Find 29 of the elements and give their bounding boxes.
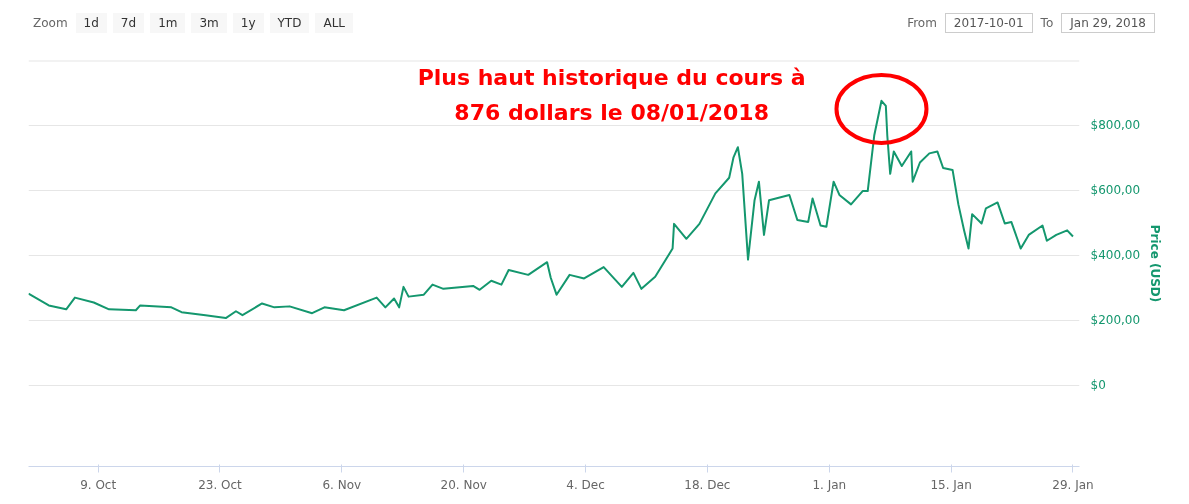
y-tick-label: $200,00 xyxy=(1090,313,1141,328)
line-series xyxy=(28,99,1074,320)
text: 1y xyxy=(232,13,264,33)
x-tick-label: 15. Jan xyxy=(930,477,972,492)
text: 1d xyxy=(75,13,107,33)
text: 7d xyxy=(112,13,145,33)
text: To xyxy=(1040,16,1054,30)
x-tick-label: 6. Nov xyxy=(322,477,362,492)
text: 1m xyxy=(150,13,186,33)
text: From xyxy=(907,16,937,30)
text: 3m xyxy=(191,13,227,33)
y-tick-label: $600,00 xyxy=(1090,183,1141,198)
text: Jan 29, 2018 xyxy=(1061,13,1155,33)
text: 2017-10-01 xyxy=(944,13,1033,33)
text: YTD xyxy=(269,13,310,33)
x-tick-label: 4. Dec xyxy=(566,477,605,492)
x-tick-label: 29. Jan xyxy=(1052,477,1094,492)
text: ALL xyxy=(315,13,354,33)
y-tick-label: $800,00 xyxy=(1090,118,1141,133)
x-tick-label: 9. Oct xyxy=(80,477,117,492)
y-axis-title: Price (USD) xyxy=(1148,224,1163,303)
x-tick-label: 23. Oct xyxy=(198,477,243,492)
y-tick-label: $0 xyxy=(1090,378,1106,393)
x-tick-label: 18. Dec xyxy=(684,477,731,492)
y-tick-label: $400,00 xyxy=(1090,248,1141,263)
text: Zoom xyxy=(33,16,68,30)
x-tick-label: 1. Jan xyxy=(812,477,847,492)
annotation: Plus haut historique du cours à 876 dollars le 08/01/2018 xyxy=(417,65,806,126)
x-tick-label: 20. Nov xyxy=(440,477,487,492)
